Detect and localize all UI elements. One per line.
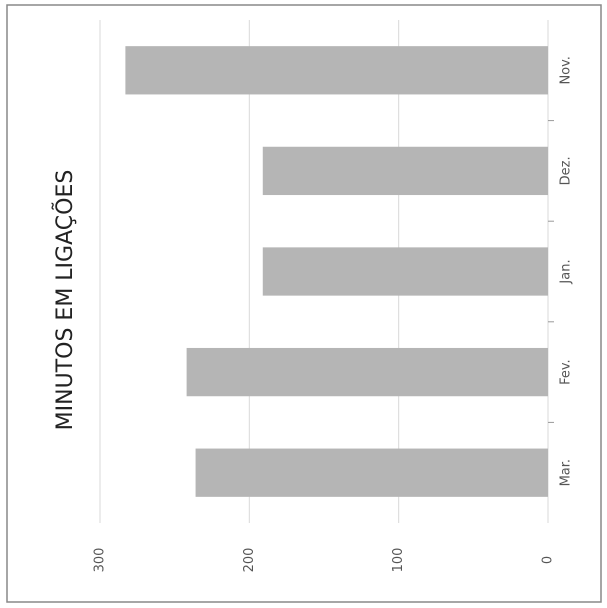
- bar: [186, 347, 548, 397]
- bar: [125, 46, 549, 95]
- category-label: Mar.: [559, 459, 574, 486]
- category-label: Dez.: [559, 156, 574, 185]
- chart-title: MINUTOS EM LIGAÇÕES: [51, 170, 78, 431]
- bar: [262, 247, 548, 296]
- value-tick-label: 300: [93, 548, 108, 573]
- value-tick-label: 200: [242, 548, 257, 573]
- category-label: Fev.: [559, 359, 574, 385]
- category-label: Nov.: [559, 56, 574, 85]
- value-tick-label: 100: [391, 548, 406, 573]
- value-tick-label: 0: [541, 556, 556, 564]
- bar: [195, 448, 548, 497]
- category-label: Jan.: [559, 259, 574, 284]
- chart-frame: [6, 4, 602, 603]
- bar: [262, 146, 548, 196]
